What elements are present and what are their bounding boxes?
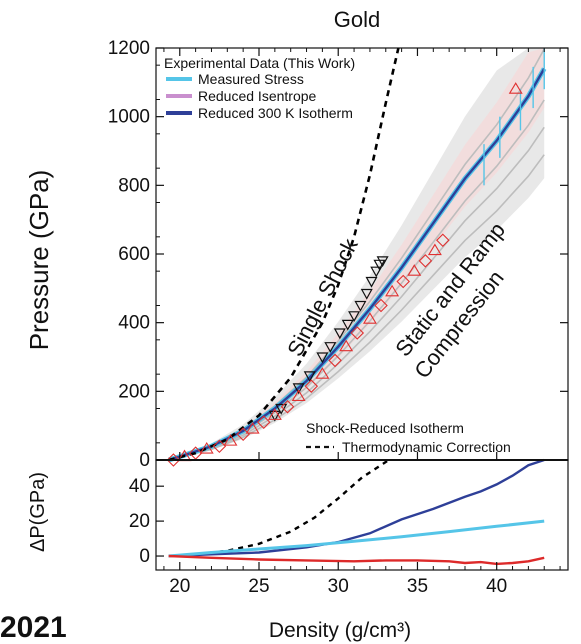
legend-title: Experimental Data (This Work) xyxy=(164,55,355,71)
delta-p-line-cyan xyxy=(168,519,545,558)
isentrope-data-point xyxy=(304,379,319,393)
chart-title: Gold xyxy=(334,7,380,32)
isentrope-data-point xyxy=(508,82,523,94)
bottom-y-tick-label: 20 xyxy=(129,511,150,532)
top-points-group xyxy=(166,82,523,467)
top-y-tick-label: 0 xyxy=(139,450,150,471)
top-series-group xyxy=(167,47,547,463)
isentrope-data-point xyxy=(256,415,271,430)
top-legend: Experimental Data (This Work) Measured S… xyxy=(164,55,355,121)
x-tick-label: 35 xyxy=(407,576,428,597)
top-y-tick-label: 600 xyxy=(118,244,150,265)
isentrope-data-point xyxy=(267,408,282,420)
shock-data-point xyxy=(370,266,383,278)
delta-p-line-red xyxy=(168,554,545,566)
series-line-single-shock xyxy=(168,47,400,462)
isentrope-data-point xyxy=(245,422,260,434)
isentrope-data-point xyxy=(385,284,400,297)
delta-p-line-dashed-black xyxy=(168,458,390,558)
top-y-tick-label: 1200 xyxy=(108,38,150,59)
shock-data-point xyxy=(341,319,354,331)
x-axis-label: Density (g/cm³) xyxy=(269,619,411,642)
isentrope-data-point xyxy=(339,339,354,352)
isentrope-data-point xyxy=(328,353,342,368)
isentrope-data-point xyxy=(374,298,388,313)
top-y-tick-label: 400 xyxy=(118,313,150,334)
shock-data-point xyxy=(333,328,346,340)
isentrope-data-point xyxy=(350,326,365,340)
shock-data-point xyxy=(360,288,373,300)
isentrope-data-point xyxy=(362,312,377,324)
shock-data-point xyxy=(365,276,378,288)
y-axis-label-bottom: ΔP(GPa) xyxy=(27,472,49,552)
shock-data-point xyxy=(354,300,367,312)
bottom-y-tick-label: 40 xyxy=(129,476,150,497)
legend-label-measured-stress: Measured Stress xyxy=(198,71,304,87)
bottom-legend: Shock-Reduced Isotherm Thermodynamic Cor… xyxy=(306,420,511,455)
shock-data-point xyxy=(316,352,329,364)
legend-label-reduced-isotherm: Reduced 300 K Isotherm xyxy=(198,105,353,121)
isentrope-data-point xyxy=(212,439,227,454)
isentrope-data-point xyxy=(223,434,238,446)
isentrope-data-point xyxy=(427,243,442,256)
pink-uncertainty-band xyxy=(168,48,545,460)
top-y-tick-label: 800 xyxy=(118,175,150,196)
top-y-tick-label: 200 xyxy=(118,381,150,402)
isentrope-data-point xyxy=(396,274,410,289)
shock-data-point xyxy=(348,311,361,323)
x-tick-label: 40 xyxy=(486,576,507,597)
delta-p-line-navy xyxy=(168,458,545,558)
confidence-bands xyxy=(168,48,545,460)
year-label: 2021 xyxy=(0,611,67,644)
axes-group: 0 200 400 600 800 1000 1200 0 20 40 20 25 30 35 40 xyxy=(108,38,568,597)
top-y-tick-label: 1000 xyxy=(108,107,150,128)
shock-data-point xyxy=(376,256,389,268)
isentrope-data-point xyxy=(166,453,181,467)
isentrope-data-point xyxy=(315,367,330,379)
isentrope-data-point xyxy=(436,233,450,248)
isentrope-data-point xyxy=(291,389,306,402)
bottom-y-tick-label: 0 xyxy=(139,546,150,567)
shock-data-point xyxy=(324,342,337,353)
reference-isotherm-0 xyxy=(168,154,545,461)
legend-label-shock-reduced: Shock-Reduced Isotherm xyxy=(306,420,464,436)
x-tick-label: 25 xyxy=(248,576,269,597)
legend-label-reduced-isentrope: Reduced Isentrope xyxy=(198,88,317,104)
shock-data-point xyxy=(292,383,305,395)
legend-label-thermo-correction: Thermodynamic Correction xyxy=(342,439,511,455)
x-tick-label: 30 xyxy=(328,576,349,597)
shock-data-point xyxy=(268,410,281,422)
bottom-series-group xyxy=(168,458,545,566)
grey-uncertainty-band xyxy=(168,48,545,460)
isentrope-data-point xyxy=(280,400,295,414)
series-line-reduced-isotherm xyxy=(168,68,546,462)
isentrope-data-point xyxy=(199,441,214,454)
x-tick-label: 20 xyxy=(169,576,190,597)
isentrope-data-point xyxy=(407,264,422,276)
y-axis-label-top: Pressure (GPa) xyxy=(24,170,54,351)
isentrope-data-point xyxy=(418,254,433,268)
shock-data-point xyxy=(303,371,316,383)
